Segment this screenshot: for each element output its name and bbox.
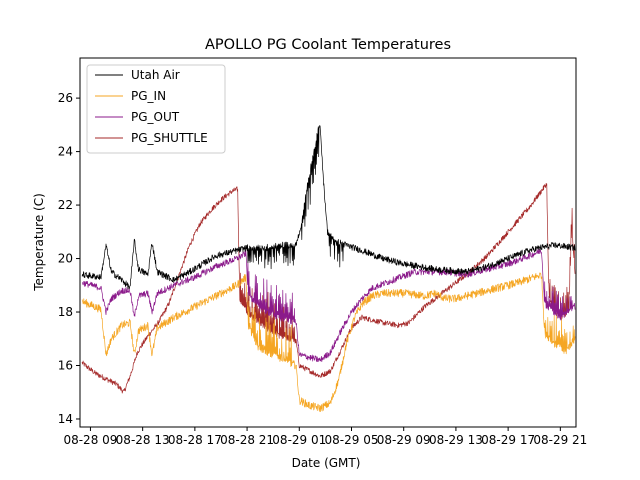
y-tick-label: 16 (58, 359, 73, 373)
legend-box (86, 64, 226, 154)
plot-frame (79, 57, 577, 428)
x-tick-label: 08-29 17 (481, 433, 535, 447)
series-line-pg-out (82, 248, 576, 363)
series-layer (81, 125, 576, 413)
y-tick-label: 20 (58, 252, 73, 266)
x-axis-label: Date (GMT) (292, 456, 361, 470)
y-axis: 14 16 18 20 22 24 26 (58, 91, 80, 426)
legend-label: PG_IN (131, 89, 166, 103)
x-tick-label: 08-29 13 (429, 433, 483, 447)
x-tick-label: 08-29 05 (325, 433, 379, 447)
y-tick-label: 22 (58, 198, 73, 212)
x-tick-label: 08-28 09 (63, 433, 117, 447)
x-tick-label: 08-28 21 (220, 433, 274, 447)
y-tick-label: 14 (58, 412, 73, 426)
chart-title: APOLLO PG Coolant Temperatures (205, 37, 451, 53)
legend: Utah Air PG_IN PG_OUT PG_SHUTTLE (86, 64, 226, 154)
series-line-pg-shuttle (81, 183, 576, 394)
x-tick-label: 08-29 01 (272, 433, 326, 447)
y-tick-label: 18 (58, 305, 73, 319)
legend-label: PG_SHUTTLE (131, 131, 208, 145)
legend-label: Utah Air (131, 68, 180, 82)
y-tick-label: 24 (58, 145, 73, 159)
legend-label: PG_OUT (131, 110, 180, 124)
series-line-pg-in (81, 272, 576, 413)
x-tick-label: 08-28 17 (168, 433, 222, 447)
series-line-utah-air (81, 125, 576, 290)
y-axis-label: Temperature (C) (32, 193, 46, 292)
x-tick-label: 08-29 09 (377, 433, 431, 447)
x-tick-label: 08-29 21 (533, 433, 587, 447)
y-tick-label: 26 (58, 91, 73, 105)
x-tick-label: 08-28 13 (116, 433, 170, 447)
